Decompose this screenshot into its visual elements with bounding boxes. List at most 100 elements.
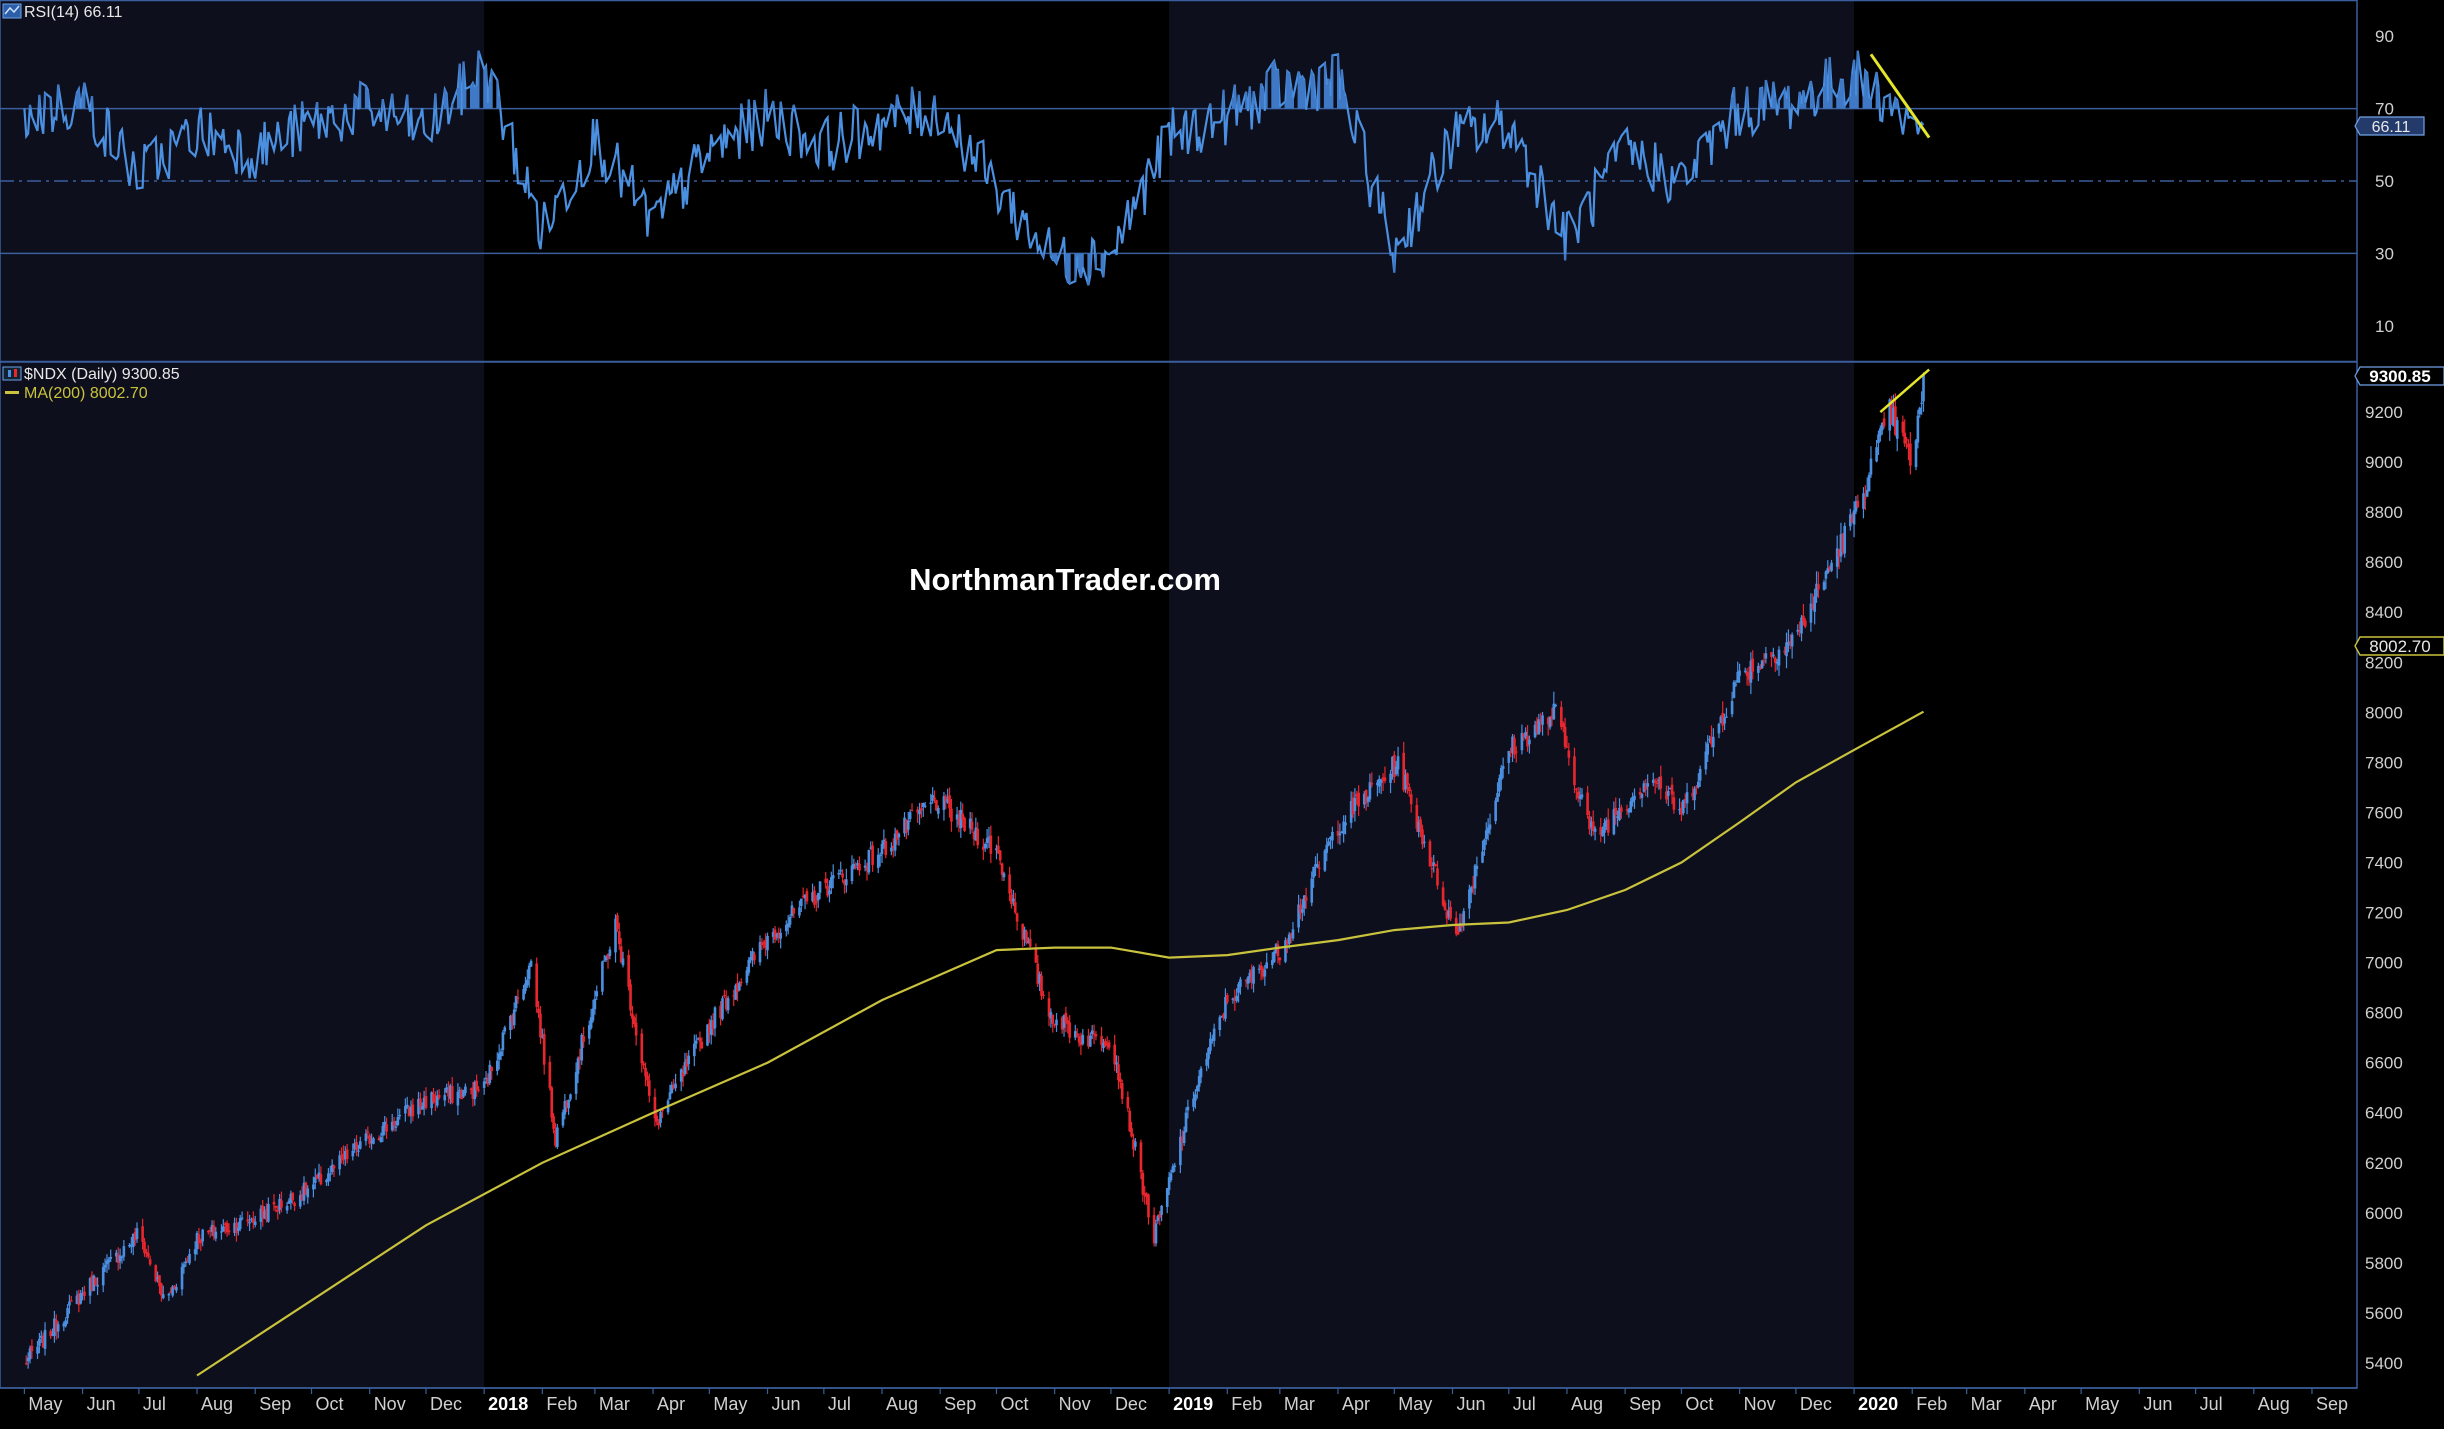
price-candle [554,1130,557,1146]
price-candle [1199,1068,1203,1078]
price-candle [407,1107,411,1117]
price-candle [1156,1215,1160,1221]
price-candle [1719,716,1723,724]
price-candle [1685,792,1689,804]
watermark: NorthmanTrader.com [909,562,1221,597]
svg-text:$NDX (Daily) 9300.85: $NDX (Daily) 9300.85 [24,366,180,383]
price-candle [1423,841,1426,844]
price-candle [1381,777,1385,781]
price-candle [1616,816,1619,818]
price-candle [265,1209,268,1220]
price-candle [432,1094,435,1102]
year-shade-1 [1169,0,1855,1388]
price-bars [24,372,1925,1369]
price-candle [751,951,754,961]
price-candle [1783,650,1786,653]
price-candle [574,1072,578,1094]
price-candle [1415,805,1419,829]
price-candle [460,1089,463,1100]
price-candle [332,1165,336,1169]
price-candle [1391,756,1394,771]
price-candle [1879,428,1882,436]
price-candle [910,810,914,812]
price-candle [1867,475,1871,492]
price-candle [942,796,946,811]
price-tick-label: 7600 [2365,803,2403,822]
price-candle [918,810,921,815]
price-candle [801,895,805,897]
price-candle [1473,865,1477,889]
price-candle [54,1319,58,1332]
price-candle [614,918,617,953]
price-candle [1817,584,1820,590]
price-candle [1182,1131,1186,1144]
price-candle [1877,434,1880,444]
price-candle [1811,604,1815,609]
price-candle [693,1043,696,1057]
price-candle [1501,766,1505,769]
price-candle [1905,439,1908,441]
price-candle [182,1264,186,1268]
price-candle [223,1223,227,1225]
svg-text:RSI(14) 66.11: RSI(14) 66.11 [24,4,123,21]
time-tick-label: Jul [2200,1394,2223,1414]
price-candle [141,1226,144,1242]
price-candle [385,1124,388,1132]
value-tags: 66.11 9300.85 8002.70 [2354,116,2444,656]
price-candle [674,1083,677,1089]
price-candle [1680,807,1683,815]
price-candle [1235,995,1238,1001]
price-candle [1828,567,1831,570]
price-candle [1563,726,1567,747]
rsi-overbought-fill [23,50,1908,109]
price-candle [1180,1136,1184,1143]
price-candle [1496,793,1499,802]
price-candle [128,1244,131,1247]
price-candle [1171,1166,1175,1173]
price-candle [1073,1031,1077,1038]
price-candle [1691,792,1694,797]
price-candle [762,942,766,944]
price-candle [235,1222,238,1234]
price-candle [1462,911,1466,926]
price-candle [445,1087,448,1093]
price-candle [1167,1177,1171,1190]
price-candle [1272,951,1276,963]
price-candle [1725,716,1728,718]
price-candle [539,1013,542,1038]
price-candle [1336,831,1340,836]
price-candle [96,1285,99,1287]
price-candle [495,1060,499,1072]
price-candle [627,954,630,987]
price-candle [1907,443,1910,448]
price-candle [1038,974,1041,983]
price-candle [1888,399,1892,431]
price-candle [1128,1110,1132,1132]
price-candle [890,847,893,852]
price-candle [458,1090,462,1092]
price-candle [161,1294,165,1299]
price-candle [66,1308,69,1319]
price-candle [1394,766,1398,775]
price-candle [946,799,949,803]
price-candle [1368,782,1372,800]
price-candle [1092,1033,1096,1035]
price-candle [1094,1034,1098,1037]
price-candle [1513,738,1516,755]
price-candle [1231,998,1235,1001]
price-candle [1541,715,1544,725]
price-tick-label: 8200 [2365,653,2403,672]
price-candle [681,1071,685,1077]
price-candle [1469,887,1473,893]
price-candle [1355,794,1359,797]
price-candle [524,983,527,992]
price-candle [173,1286,176,1289]
price-candle [120,1257,124,1259]
price-candle [852,863,856,869]
price-candle [1809,603,1813,623]
price-candle [659,1112,662,1123]
price-candle [1552,703,1556,720]
price-candle [503,1027,507,1032]
price-candle [1257,968,1261,970]
